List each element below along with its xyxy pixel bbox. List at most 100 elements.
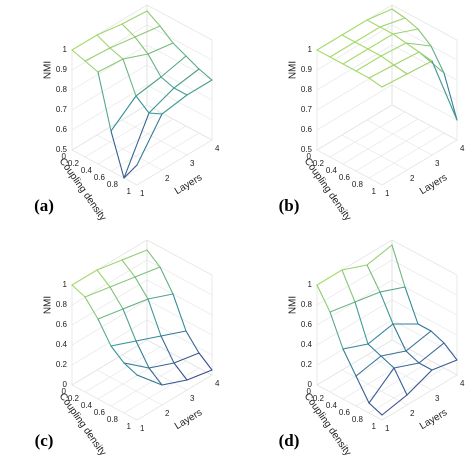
mesh-edge	[123, 164, 138, 179]
mesh-edge	[367, 48, 382, 57]
z-tick-label: 0.7	[56, 105, 68, 114]
mesh-edge	[405, 350, 420, 364]
mesh-edge	[418, 51, 433, 62]
mesh-edge	[96, 259, 123, 271]
z-tick-label: 0.5	[56, 145, 68, 154]
z-tick-label: 0.6	[301, 320, 313, 329]
mesh-edge	[354, 301, 369, 345]
y-tick-label: 4	[215, 144, 220, 153]
mesh-edge	[198, 352, 213, 371]
grid-line	[355, 125, 432, 172]
y-tick-label: 4	[215, 379, 220, 388]
mesh-edge	[329, 301, 356, 313]
mesh-edge	[366, 264, 381, 293]
y-tick-label: 2	[165, 409, 170, 418]
z-tick-label: 0.9	[56, 65, 68, 74]
grid-line	[355, 360, 432, 407]
grid-line	[71, 259, 213, 306]
mesh-edge	[392, 33, 407, 44]
grid-line	[71, 24, 213, 71]
panel-label: (d)	[279, 431, 300, 450]
mesh-edge	[160, 330, 187, 337]
grid-line	[123, 367, 200, 414]
mesh-edge	[380, 350, 407, 357]
y-tick-label: 4	[460, 144, 465, 153]
grid-line	[316, 319, 458, 366]
mesh-edge	[134, 266, 161, 278]
grid-line	[391, 104, 458, 141]
mesh-edge	[354, 41, 369, 50]
grid-line	[96, 134, 163, 171]
mesh-edge	[122, 298, 149, 310]
mesh-edge	[380, 55, 395, 66]
mesh-edge	[110, 345, 125, 364]
grid-line	[71, 339, 148, 386]
mesh-edge	[84, 47, 111, 62]
mesh-edge	[316, 269, 343, 286]
z-tick-label: 0.7	[301, 105, 313, 114]
x-tick-label: 0.2	[313, 394, 325, 403]
grid-line	[71, 384, 138, 421]
mesh-edge	[198, 68, 213, 81]
grid-line	[71, 104, 213, 151]
mesh-edge	[173, 352, 200, 364]
grid-line	[97, 353, 174, 400]
panel-label: (a)	[34, 196, 54, 215]
x-tick-label: 0	[307, 387, 312, 396]
mesh-edge	[160, 335, 175, 364]
mesh-edge	[148, 112, 163, 115]
y-axis-label: Layers	[418, 407, 449, 432]
mesh-edge	[342, 348, 357, 377]
mesh-edge	[405, 42, 432, 47]
y-tick-label: 1	[140, 189, 145, 198]
mesh-edge	[172, 42, 187, 57]
y-tick-label: 4	[460, 379, 465, 388]
mesh-edge	[96, 34, 111, 49]
x-tick-label: 0.8	[107, 415, 119, 424]
mesh-edge	[109, 286, 124, 310]
z-tick-label: 0.8	[301, 300, 313, 309]
mesh-edge	[148, 367, 163, 386]
z-axis-label: NMI	[288, 61, 299, 79]
mesh-edge	[417, 28, 432, 47]
mesh-edge	[342, 48, 369, 65]
grid-line	[316, 339, 393, 386]
grid-line	[316, 64, 458, 111]
z-tick-label: 0.2	[56, 360, 68, 369]
mesh-edge	[379, 291, 394, 325]
grid-line	[366, 119, 433, 156]
grid-line	[316, 384, 383, 421]
x-tick-label: 0.8	[352, 180, 364, 189]
grid-line	[316, 149, 383, 186]
mesh-edge	[368, 64, 395, 79]
grid-line	[71, 4, 213, 51]
mesh-edge	[417, 323, 432, 332]
back-wall	[71, 4, 148, 151]
z-tick-label: 0	[308, 380, 313, 389]
grid-line	[71, 64, 213, 111]
mesh-edge	[405, 330, 432, 352]
mesh-edge	[341, 19, 368, 36]
x-tick-label: 0.8	[352, 415, 364, 424]
mesh-edge	[71, 269, 98, 286]
mesh-edge	[110, 130, 125, 179]
grid-line	[342, 353, 419, 400]
mesh-edge	[97, 318, 112, 347]
mesh-edge	[404, 286, 419, 325]
z-tick-label: 0.4	[301, 340, 313, 349]
mesh-edge	[316, 284, 331, 313]
mesh-edge	[329, 41, 356, 58]
mesh-edge	[393, 51, 420, 66]
x-tick-label: 1	[372, 187, 377, 196]
x-tick-label: 0.6	[339, 408, 351, 417]
mesh-edge	[342, 343, 369, 350]
mesh-edge	[430, 45, 445, 74]
mesh-edge	[97, 58, 124, 73]
mesh-edge	[380, 355, 395, 369]
grid-line	[366, 354, 433, 391]
grid-line	[316, 84, 458, 131]
y-axis-label: Layers	[418, 172, 449, 197]
mesh-edge	[71, 34, 98, 51]
z-tick-label: 0.6	[301, 125, 313, 134]
mesh-edge	[161, 94, 188, 115]
